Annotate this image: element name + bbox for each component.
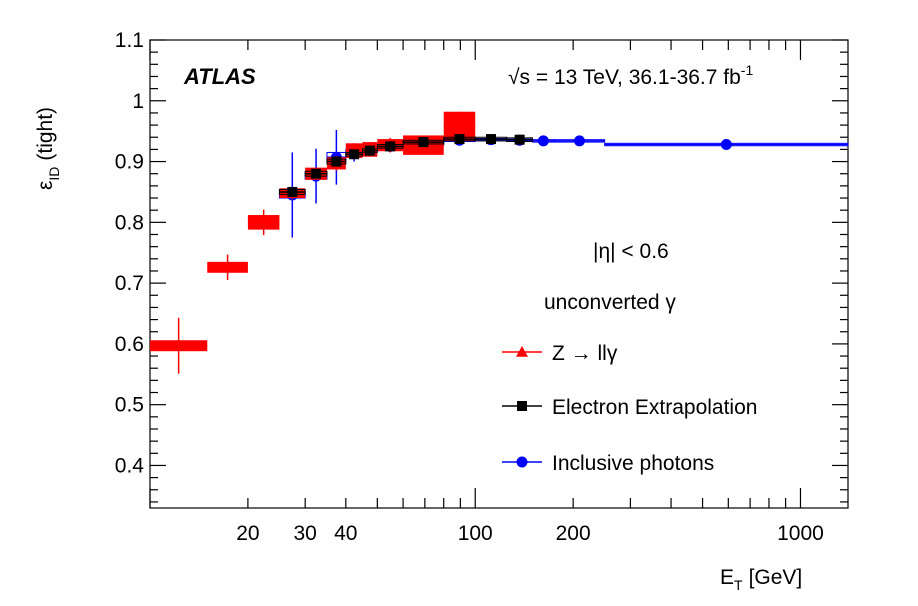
legend-marker bbox=[516, 346, 528, 357]
x-axis-title-main: E bbox=[720, 566, 734, 589]
energy-label: √s = 13 TeV, 36.1-36.7 fb-1 bbox=[508, 62, 753, 89]
x-tick-label: 100 bbox=[458, 522, 493, 545]
data-point bbox=[172, 339, 185, 351]
data-point bbox=[349, 149, 360, 160]
x-tick-label: 20 bbox=[236, 522, 259, 545]
legend-item: Z → llγ bbox=[502, 342, 618, 365]
legend-item: Electron Extrapolation bbox=[502, 396, 757, 419]
y-axis-title-main: ε bbox=[34, 181, 57, 190]
energy-label-main: √s = 13 TeV, 36.1-36.7 fb bbox=[508, 66, 741, 89]
x-tick-label: 1000 bbox=[777, 522, 824, 545]
x-axis-title-sub: T bbox=[734, 577, 743, 593]
data-point bbox=[537, 135, 549, 147]
data-point bbox=[311, 168, 322, 179]
data-point bbox=[514, 134, 525, 145]
legend-label: Z → llγ bbox=[552, 342, 618, 365]
energy-label-sup: -1 bbox=[741, 62, 754, 78]
plot-frame bbox=[149, 39, 849, 509]
y-tick-label: 0.6 bbox=[115, 333, 144, 356]
y-tick-label: 1.1 bbox=[115, 29, 144, 52]
data-point bbox=[221, 261, 234, 273]
y-axis-title-suffix: (tight) bbox=[34, 107, 57, 161]
y-tick-label: 0.9 bbox=[115, 151, 144, 174]
y-tick-label: 0.4 bbox=[115, 454, 145, 477]
plot-border bbox=[149, 39, 849, 509]
legend-marker bbox=[516, 456, 528, 468]
y-tick-label: 0.7 bbox=[115, 272, 144, 295]
y-tick-label: 0.8 bbox=[115, 211, 144, 234]
data-point bbox=[287, 186, 298, 197]
x-tick-label: 200 bbox=[556, 522, 591, 545]
eta-annotation: |η| < 0.6 bbox=[593, 240, 669, 263]
data-point bbox=[453, 120, 466, 132]
x-axis: 20 30 40 100 200 1000 bbox=[149, 40, 824, 545]
legend-label: Electron Extrapolation bbox=[552, 396, 757, 419]
x-axis-title-unit: [GeV] bbox=[749, 566, 803, 589]
y-axis-title: εID (tight) bbox=[34, 107, 62, 190]
data-point bbox=[331, 156, 342, 167]
x-tick-label: 30 bbox=[293, 522, 316, 545]
data-series bbox=[150, 111, 849, 374]
photon-type-annotation: unconverted γ bbox=[544, 291, 676, 314]
x-axis-title: ET [GeV] bbox=[720, 566, 802, 593]
legend-label: Inclusive photons bbox=[552, 452, 714, 475]
experiment-label: ATLAS bbox=[183, 64, 256, 89]
legend-item: Inclusive photons bbox=[502, 452, 714, 475]
data-point bbox=[385, 141, 396, 152]
x-tick-label: 40 bbox=[334, 522, 357, 545]
data-point bbox=[418, 137, 429, 148]
data-point bbox=[454, 134, 465, 145]
y-tick-label: 0.5 bbox=[115, 394, 144, 417]
y-tick-label: 1 bbox=[132, 90, 144, 113]
legend: Z → llγ Electron Extrapolation Inclusive p… bbox=[502, 342, 757, 475]
data-point bbox=[257, 216, 270, 228]
series-electron-extrapolation bbox=[278, 134, 534, 197]
y-axis-title-sub: ID bbox=[46, 167, 62, 181]
series-z-ll- bbox=[150, 111, 476, 374]
data-point bbox=[485, 134, 496, 145]
legend-marker bbox=[517, 401, 527, 411]
data-point bbox=[573, 135, 585, 147]
data-point bbox=[364, 145, 375, 156]
data-point bbox=[720, 139, 732, 151]
y-axis: 0.4 0.5 0.6 0.7 0.8 0.9 1 1.1 bbox=[115, 29, 848, 503]
